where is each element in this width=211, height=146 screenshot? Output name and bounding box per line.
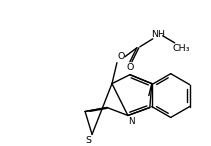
Text: O: O xyxy=(126,63,134,72)
Text: S: S xyxy=(85,136,91,145)
Text: N: N xyxy=(128,117,134,126)
Text: O: O xyxy=(117,52,125,61)
Text: NH: NH xyxy=(151,30,165,39)
Text: CH₃: CH₃ xyxy=(173,44,190,53)
